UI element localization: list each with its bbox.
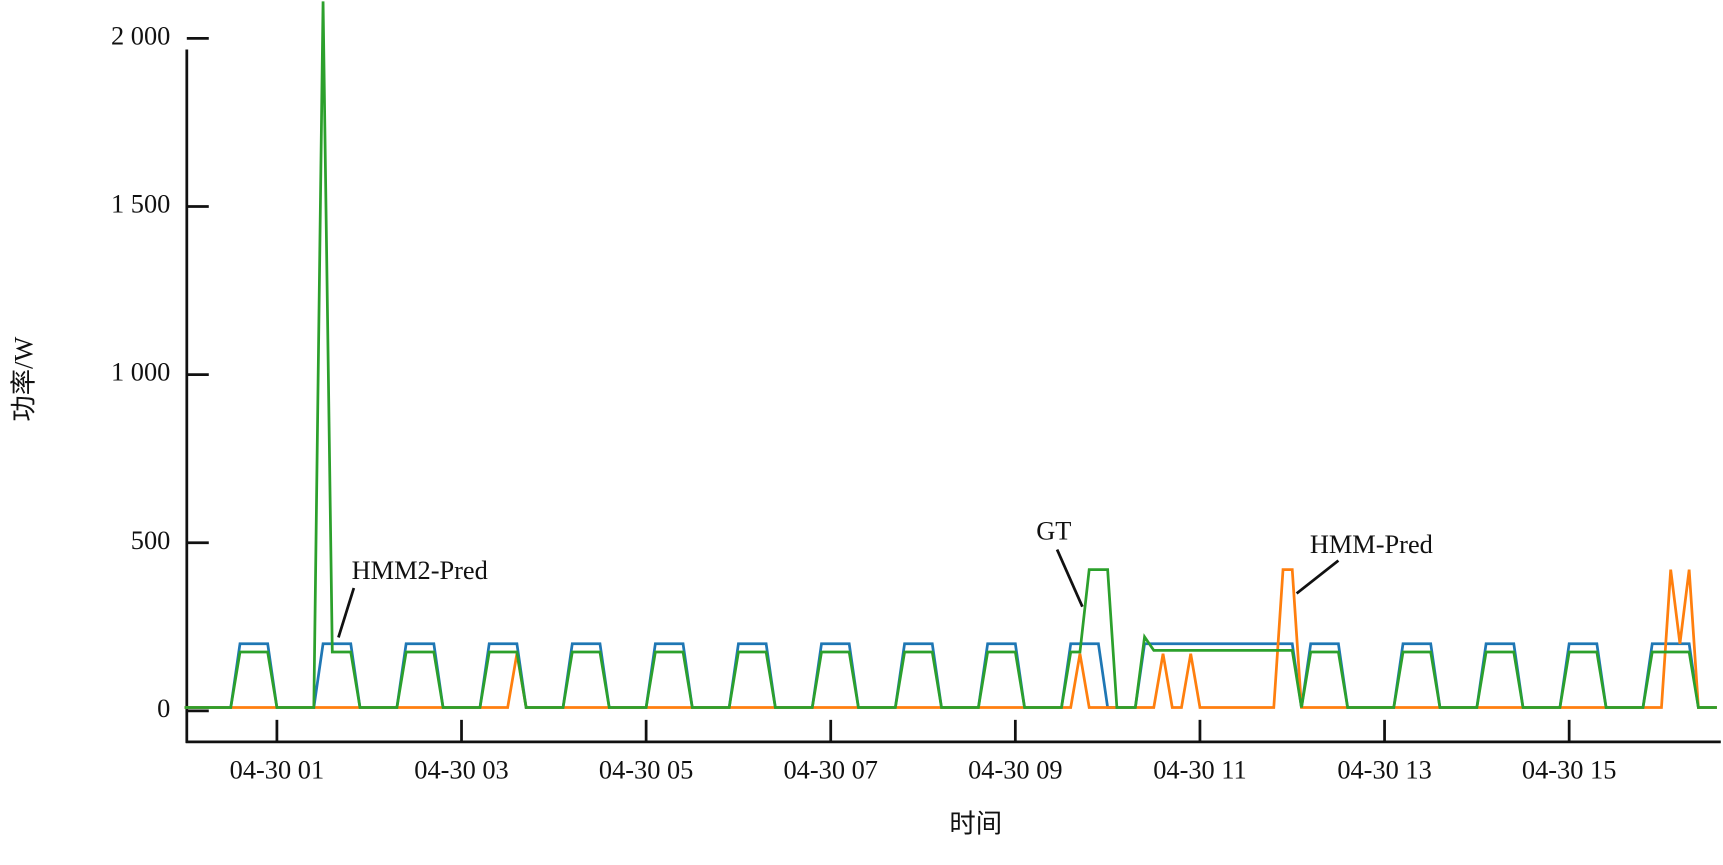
- y-tick-label: 0: [157, 694, 170, 723]
- y-tick-label: 1 500: [111, 190, 170, 219]
- y-tick-label: 1 000: [111, 358, 170, 387]
- x-tick-label: 04-30 11: [1153, 756, 1246, 785]
- y-tick-label: 500: [131, 526, 171, 555]
- x-tick-label: 04-30 01: [230, 756, 324, 785]
- leader-line: [1055, 548, 1084, 608]
- x-tick-label: 04-30 13: [1337, 756, 1431, 785]
- x-tick-label: 04-30 15: [1522, 756, 1616, 785]
- x-tick-label: 04-30 09: [968, 756, 1062, 785]
- annotation: HMM-Pred: [1310, 530, 1433, 559]
- annotation: HMM2-Pred: [352, 556, 488, 585]
- y-axis-label: 功率/W: [9, 337, 38, 422]
- x-axis-label: 时间: [949, 809, 1002, 838]
- x-tick-label: 04-30 07: [784, 756, 878, 785]
- leader-line: [1295, 559, 1340, 595]
- series-line: [184, 1, 1717, 709]
- series-line: [184, 568, 1717, 709]
- x-tick-label: 04-30 03: [414, 756, 508, 785]
- leader-line: [337, 587, 356, 638]
- x-tick-label: 04-30 05: [599, 756, 693, 785]
- annotation: GT: [1036, 517, 1071, 546]
- annotation-leaders: [337, 548, 1340, 638]
- y-tick-label: 2 000: [111, 21, 170, 50]
